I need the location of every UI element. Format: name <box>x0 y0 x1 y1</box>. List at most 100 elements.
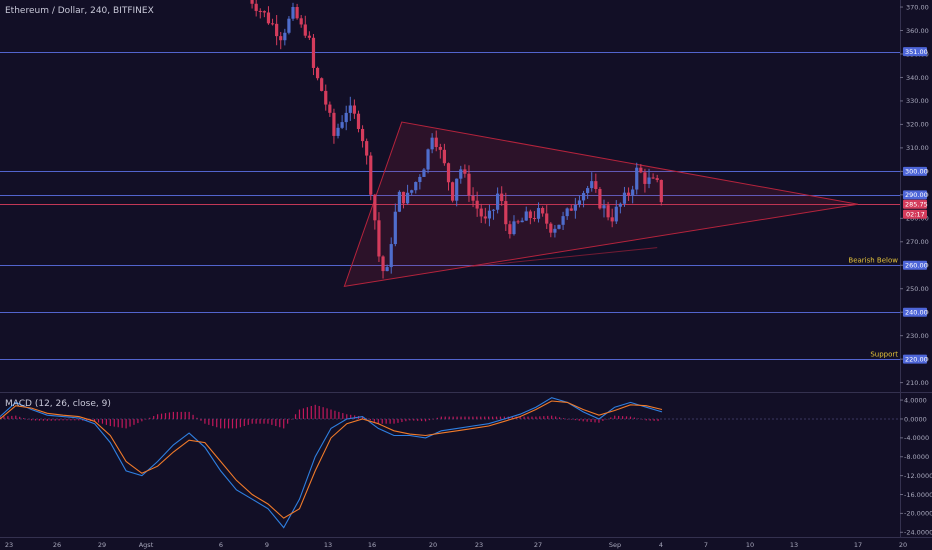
histogram-bar <box>574 418 576 421</box>
candle-body <box>569 208 573 211</box>
candle-body <box>475 200 479 209</box>
candle-body <box>295 7 299 19</box>
macd-tick-label: 4.0000 <box>904 396 927 404</box>
time-tick-label: 26 <box>53 541 61 549</box>
candle-body <box>275 23 279 37</box>
histogram-bar <box>50 418 52 421</box>
histogram-bar <box>539 416 541 419</box>
histogram-bar <box>385 418 387 424</box>
histogram-bar <box>330 409 332 419</box>
candle-body <box>336 127 340 136</box>
histogram-bar <box>192 414 194 419</box>
histogram-bar <box>121 418 123 428</box>
candle-body <box>287 18 291 33</box>
histogram-bar <box>621 416 624 419</box>
price-tick-label: 270.00 <box>906 238 929 246</box>
histogram-bar <box>519 416 521 419</box>
candle-body <box>516 221 520 223</box>
histogram-bar <box>653 418 655 421</box>
candle-body <box>626 192 631 196</box>
histogram-bar <box>641 418 643 420</box>
histogram-bar <box>3 416 5 419</box>
histogram-bar <box>432 418 435 420</box>
histogram-bar <box>338 411 340 419</box>
histogram-bar <box>637 418 639 419</box>
candle-body <box>528 211 532 219</box>
histogram-bar <box>440 416 442 419</box>
histogram-bar <box>267 418 269 424</box>
histogram-bar <box>164 413 167 419</box>
macd-tick-label: -24.0000 <box>904 529 932 537</box>
histogram-bar <box>606 418 608 420</box>
candle-body <box>565 208 569 217</box>
histogram-bar <box>263 418 265 424</box>
candle-body <box>283 32 287 41</box>
candle-body <box>545 213 549 224</box>
candle-body <box>651 177 655 179</box>
price-tick-label: 330.00 <box>906 97 929 105</box>
macd-tick-label: -16.0000 <box>904 491 932 499</box>
candle-body <box>614 206 618 222</box>
level-annotation: Bearish Below <box>848 257 898 265</box>
histogram-bar <box>200 418 202 421</box>
candle-body <box>352 105 356 114</box>
candle-body <box>508 224 512 235</box>
candle-body <box>496 193 500 210</box>
candle-body <box>536 208 541 219</box>
histogram-bar <box>243 418 245 427</box>
candle-body <box>524 211 528 221</box>
price-tick-label: 360.00 <box>906 27 929 35</box>
price-level-tag-text: 260.00 <box>905 262 928 270</box>
time-tick-label: Agst <box>139 541 154 549</box>
histogram-bar <box>157 414 159 419</box>
candle-body <box>446 163 451 183</box>
candles-group <box>250 0 663 279</box>
histogram-bar <box>141 418 143 422</box>
histogram-bar <box>558 417 561 419</box>
histogram-bar <box>153 416 155 419</box>
histogram-bar <box>283 418 285 429</box>
histogram-bar <box>551 415 553 419</box>
histogram-bar <box>397 418 399 423</box>
price-tick-label: 230.00 <box>906 332 929 340</box>
histogram-bar <box>334 410 336 419</box>
time-tick-label: 20 <box>429 541 437 549</box>
histogram-bar <box>413 418 415 421</box>
histogram-bar <box>377 418 379 424</box>
candle-body <box>430 137 434 150</box>
candle-body <box>622 192 627 204</box>
histogram-bar <box>381 418 383 424</box>
candle-body <box>385 267 389 272</box>
histogram-bar <box>491 416 494 419</box>
time-tick-label: 10 <box>746 541 754 549</box>
histogram-bar <box>93 418 96 422</box>
triangle-support-trendline <box>472 247 658 267</box>
candle-body <box>311 37 316 68</box>
histogram-bar <box>326 408 328 419</box>
histogram-bar <box>208 418 210 425</box>
countdown-tag <box>903 209 927 219</box>
histogram-bar <box>365 418 368 419</box>
candle-body <box>557 224 561 229</box>
histogram-bar <box>590 418 592 423</box>
candle-body <box>360 128 365 142</box>
histogram-bar <box>586 418 588 422</box>
candle-body <box>561 216 565 225</box>
price-tick-label: 210.00 <box>906 379 929 387</box>
histogram-bar <box>23 418 25 419</box>
price-level-tag <box>903 199 927 209</box>
candle-body <box>373 194 377 221</box>
histogram-bar <box>562 418 565 419</box>
histogram-bar <box>54 418 56 421</box>
candle-body <box>655 178 659 180</box>
histogram-bar <box>212 418 214 427</box>
histogram-bar <box>318 405 320 419</box>
candle-body <box>659 179 663 203</box>
histogram-bar <box>598 418 600 423</box>
histogram-bar <box>133 418 135 425</box>
macd-tick-label: 0.0000 <box>904 415 927 423</box>
candle-body <box>303 24 307 36</box>
histogram-bar <box>168 412 171 419</box>
